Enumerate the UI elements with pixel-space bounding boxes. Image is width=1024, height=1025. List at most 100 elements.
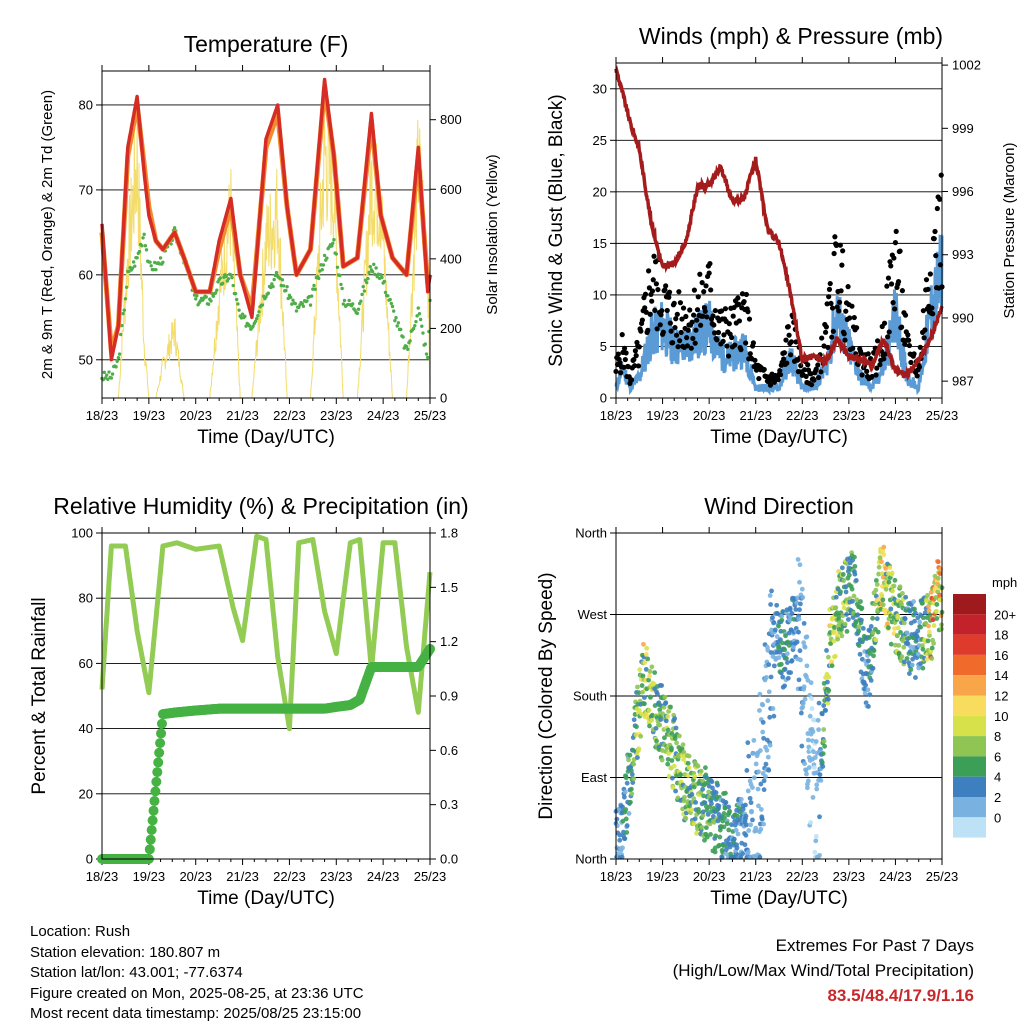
direction-point xyxy=(702,800,708,806)
y2-tick-label: 1002 xyxy=(952,58,981,73)
direction-point xyxy=(641,641,646,647)
solar-insolation-series xyxy=(102,115,431,399)
direction-point xyxy=(709,779,715,785)
direction-point xyxy=(770,615,775,620)
gust-point xyxy=(711,322,717,328)
gust-point xyxy=(777,367,783,374)
direction-point xyxy=(742,842,748,848)
precipitation-point xyxy=(156,718,167,729)
gust-point xyxy=(843,308,849,314)
direction-point xyxy=(643,652,649,657)
direction-point xyxy=(647,673,652,679)
direction-point xyxy=(926,608,932,613)
gust-point xyxy=(842,337,848,343)
x-tick-label: 20/23 xyxy=(693,408,726,423)
gust-point xyxy=(881,356,887,362)
direction-point xyxy=(771,663,777,669)
direction-point xyxy=(844,612,849,617)
gust-point xyxy=(829,334,835,340)
direction-point xyxy=(795,557,801,562)
legend-label: 6 xyxy=(994,749,1001,764)
y2-axis-label: Solar Insolation (Yellow) xyxy=(484,154,501,314)
direction-point xyxy=(770,706,776,711)
direction-point xyxy=(817,852,822,858)
direction-point xyxy=(665,727,671,733)
direction-point xyxy=(794,600,800,606)
plot-border xyxy=(615,62,943,399)
gust-point xyxy=(890,300,896,306)
direction-point xyxy=(802,696,808,702)
direction-point xyxy=(797,562,803,568)
dewpoint-point xyxy=(231,283,235,288)
gust-point xyxy=(908,359,914,366)
dewpoint-point xyxy=(135,256,139,260)
direction-point xyxy=(852,554,857,560)
direction-point xyxy=(928,589,934,595)
direction-point xyxy=(934,608,939,614)
gust-point xyxy=(639,317,645,323)
y-tick-label: 100 xyxy=(71,526,93,541)
direction-point xyxy=(628,768,634,774)
direction-point xyxy=(912,618,917,624)
gust-point xyxy=(818,369,824,375)
direction-point xyxy=(767,742,773,748)
x-tick-label: 21/23 xyxy=(739,408,772,423)
direction-point xyxy=(858,599,863,604)
direction-point xyxy=(743,802,748,808)
gust-point xyxy=(726,321,732,327)
direction-point xyxy=(922,610,928,616)
direction-point xyxy=(619,854,625,860)
y-tick-label: North xyxy=(575,852,607,867)
y-tick-label: 15 xyxy=(593,236,607,251)
gust-point xyxy=(882,351,888,357)
gust-point xyxy=(785,324,791,330)
gust-point xyxy=(685,327,691,333)
gust-point xyxy=(888,263,894,269)
gust-point xyxy=(786,332,792,338)
dewpoint-point xyxy=(154,267,158,272)
direction-point xyxy=(623,775,629,781)
gust-point xyxy=(676,289,682,295)
y2-tick-label: 400 xyxy=(440,251,462,266)
dewpoint-point xyxy=(374,266,378,270)
gust-point xyxy=(722,306,729,312)
precipitation-point xyxy=(146,825,157,836)
gust-point xyxy=(698,322,704,328)
direction-point xyxy=(864,671,870,677)
direction-point xyxy=(925,638,931,644)
direction-point xyxy=(881,552,887,557)
gust-point xyxy=(724,343,730,349)
gust-point xyxy=(899,324,905,330)
legend-swatch xyxy=(953,715,986,737)
x-tick-label: 19/23 xyxy=(646,869,679,884)
gust-point xyxy=(711,330,718,336)
direction-point xyxy=(683,816,689,821)
direction-point xyxy=(832,625,837,630)
direction-point xyxy=(774,634,780,639)
dewpoint-point xyxy=(144,248,149,252)
direction-point xyxy=(886,579,892,585)
dewpoint-point xyxy=(264,295,268,299)
direction-point xyxy=(783,633,788,639)
x-tick-label: 18/23 xyxy=(86,869,119,884)
gust-point xyxy=(693,327,699,333)
direction-point xyxy=(634,724,639,730)
dewpoint-point xyxy=(341,302,346,306)
direction-point xyxy=(920,600,925,606)
direction-point xyxy=(740,851,746,857)
direction-point xyxy=(665,761,671,767)
direction-point xyxy=(782,666,788,672)
direction-point xyxy=(853,578,859,583)
dewpoint-point xyxy=(415,314,419,318)
direction-point xyxy=(785,675,791,681)
dewpoint-point xyxy=(116,356,121,360)
gust-point xyxy=(809,382,815,388)
gust-point xyxy=(788,339,795,345)
legend-label: 8 xyxy=(994,729,1001,744)
dewpoint-point xyxy=(115,359,119,363)
gust-point xyxy=(849,303,855,309)
x-tick-label: 18/23 xyxy=(600,869,633,884)
direction-point xyxy=(887,565,893,571)
direction-point xyxy=(723,800,729,805)
y-tick-label: East xyxy=(581,770,607,785)
